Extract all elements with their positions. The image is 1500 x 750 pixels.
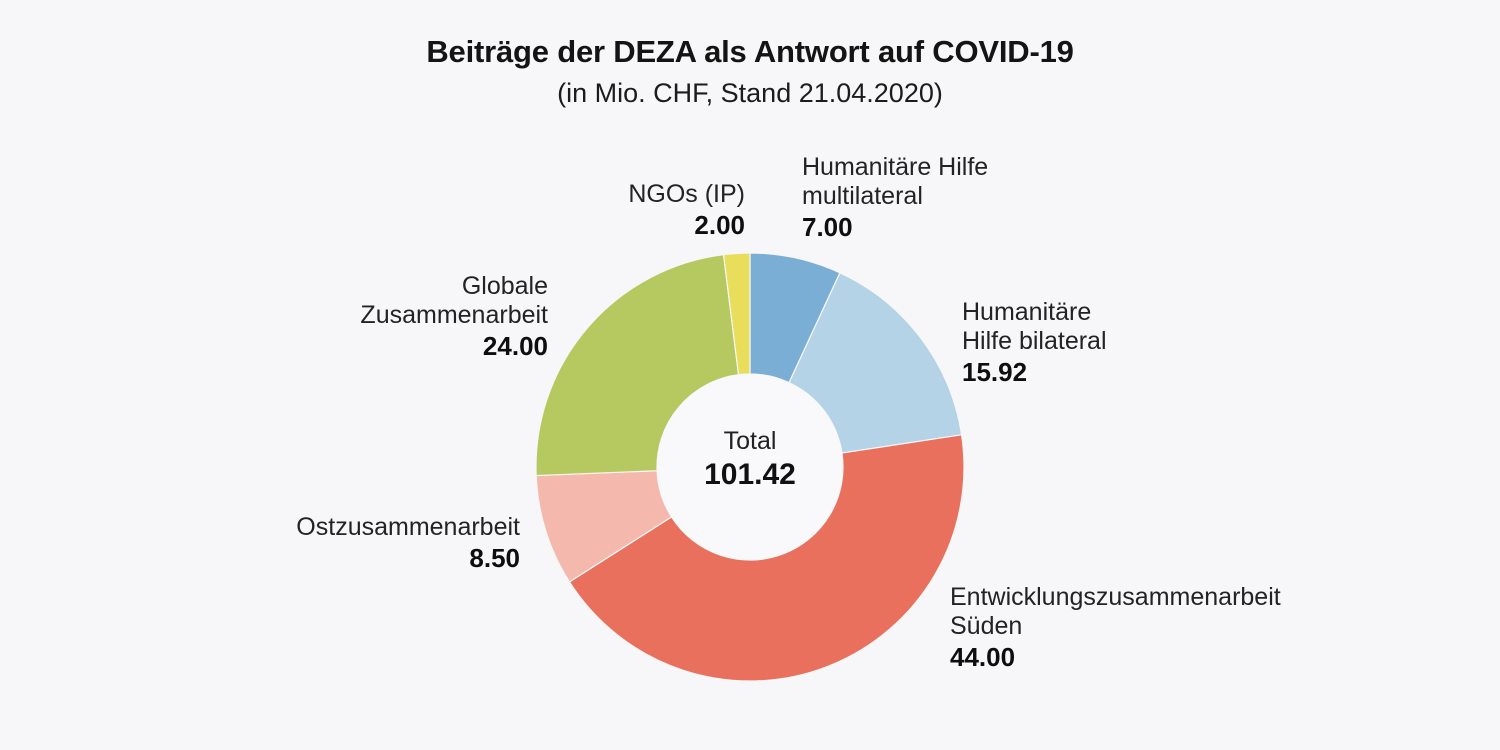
total-value: 101.42 [704,457,796,491]
callout-ost-value: 8.50 [469,543,520,573]
chart-subtitle: (in Mio. CHF, Stand 21.04.2020) [557,77,943,108]
callout-ngos: NGOs (IP) 2.00 [470,180,745,240]
donut-slice[interactable] [788,272,963,454]
donut-slice[interactable] [722,252,751,376]
callout-humanitaere-hilfe-bilateral: Humanitäre Hilfe bilateral 15.92 [962,298,1282,387]
callout-global-value: 24.00 [482,331,548,361]
callout-humanitaere-hilfe-multilateral: Humanitäre Hilfe multilateral 7.00 [802,153,1102,242]
callout-ostzusammenarbeit: Ostzusammenarbeit 8.50 [200,513,520,573]
callout-hh-bi-label: Humanitäre Hilfe bilateral [962,298,1107,355]
callout-hh-multi-label: Humanitäre Hilfe multilateral [802,153,989,210]
title-block: Beiträge der DEZA als Antwort auf COVID-… [0,34,1500,109]
callout-ez-sueden-label: Entwicklungszusammenarbeit Süden [950,583,1281,640]
donut-center-label: Total 101.42 [650,427,850,492]
callout-globale-zusammenarbeit: Globale Zusammenarbeit 24.00 [250,272,548,361]
callout-hh-bi-value: 15.92 [962,357,1028,387]
callout-ez-sueden-value: 44.00 [950,642,1016,672]
callout-ngos-value: 2.00 [694,210,745,240]
donut-slice[interactable] [749,252,841,384]
callout-global-label: Globale Zusammenarbeit [360,272,548,329]
callout-ngos-label: NGOs (IP) [628,180,745,208]
callout-ost-label: Ostzusammenarbeit [296,513,520,541]
callout-hh-multi-value: 7.00 [802,212,853,242]
page-title: Beiträge der DEZA als Antwort auf COVID-… [426,34,1074,69]
total-label: Total [723,427,777,455]
callout-entwicklungszusammenarbeit-sueden: Entwicklungszusammenarbeit Süden 44.00 [950,583,1350,672]
